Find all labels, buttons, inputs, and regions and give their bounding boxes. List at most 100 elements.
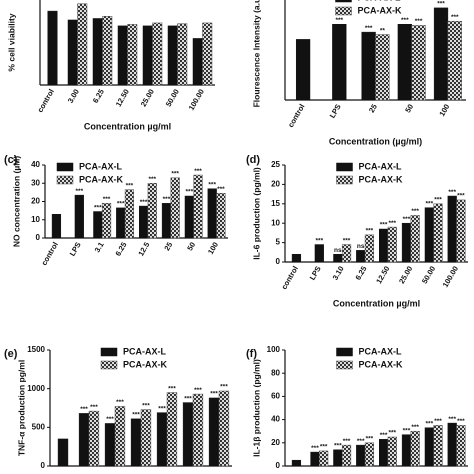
- bar: [375, 34, 390, 101]
- y-tick-label: 25: [271, 160, 280, 169]
- bar: [433, 425, 443, 467]
- bar: [295, 39, 311, 101]
- bar: [202, 22, 213, 86]
- y-axis-title: IL-1β production (pg/ml): [251, 359, 261, 457]
- legend-swatch: [100, 360, 118, 370]
- bar: [93, 211, 103, 239]
- significance-label: ***: [316, 237, 324, 244]
- bar: [147, 183, 157, 239]
- bar: [447, 422, 457, 467]
- x-tick-label: 100: [437, 102, 451, 117]
- panel-label: (e): [4, 348, 18, 360]
- bar: [397, 23, 412, 101]
- bar: [78, 413, 90, 467]
- bar: [378, 228, 389, 263]
- y-axis-title: NO concentration (µM): [11, 156, 21, 247]
- significance-label: ***: [403, 216, 411, 223]
- legend-label: PCA-AX-K: [359, 359, 403, 369]
- significance-label: ***: [365, 25, 373, 32]
- y-tick-label: 0: [276, 257, 281, 266]
- x-tick-label: LPS: [328, 102, 343, 119]
- legend-swatch: [336, 162, 353, 172]
- bar: [378, 439, 389, 467]
- significance-label: ***: [366, 436, 374, 443]
- x-tick-label: 25.00: [397, 264, 414, 285]
- significance-label: ***: [334, 442, 342, 449]
- bar: [207, 188, 217, 239]
- significance-label: ***: [403, 427, 411, 434]
- significance-label: ***: [437, 1, 445, 8]
- y-tick-label: 20: [271, 438, 280, 447]
- bar: [447, 195, 457, 263]
- significance-label: ***: [401, 17, 409, 24]
- bar: [401, 222, 412, 263]
- significance-label: ***: [140, 199, 148, 206]
- bar: [51, 214, 62, 239]
- bar: [167, 25, 178, 86]
- significance-label: ***: [434, 418, 442, 425]
- y-tick-label: 0: [276, 461, 281, 470]
- significance-label: **: [380, 27, 386, 34]
- y-tick-label: 0: [36, 233, 41, 242]
- x-tick-label: control: [39, 240, 60, 267]
- y-tick-label: 15: [271, 199, 280, 208]
- significance-label: ***: [415, 18, 423, 25]
- bar: [218, 390, 230, 467]
- significance-label: ***: [194, 387, 202, 394]
- legend-swatch: [100, 347, 118, 357]
- significance-label: ***: [434, 197, 442, 204]
- x-tick-label: 100: [206, 240, 220, 255]
- x-tick-label: 25.00: [139, 87, 156, 108]
- bar: [216, 193, 226, 239]
- legend-swatch: [336, 347, 353, 357]
- significance-label: ***: [220, 384, 228, 391]
- significance-label: ***: [210, 391, 218, 398]
- panel-label: (c): [4, 154, 18, 166]
- significance-label: ns: [334, 247, 342, 254]
- significance-label: ***: [357, 438, 365, 445]
- x-tick-label: 12.50: [114, 87, 131, 108]
- bar: [92, 18, 103, 86]
- bar: [456, 425, 466, 467]
- bar: [410, 215, 420, 263]
- significance-label: ***: [103, 196, 111, 203]
- bar: [193, 174, 203, 239]
- bar: [356, 250, 366, 263]
- significance-label: ***: [126, 182, 134, 189]
- bar: [152, 22, 163, 86]
- significance-label: ***: [132, 412, 140, 419]
- bar: [333, 253, 343, 263]
- bar: [387, 226, 397, 263]
- bar: [333, 449, 343, 467]
- bar: [192, 393, 204, 467]
- significance-label: ***: [142, 402, 150, 409]
- y-tick-label: 20: [271, 180, 280, 189]
- significance-label: ***: [171, 170, 179, 177]
- bar: [88, 410, 100, 467]
- legend-label: PCA-AX-L: [359, 346, 402, 356]
- bar: [314, 244, 324, 263]
- bar: [364, 234, 375, 263]
- bar: [319, 450, 329, 467]
- bar: [127, 24, 138, 86]
- significance-label: ***: [343, 438, 351, 445]
- significance-label: ***: [184, 395, 192, 402]
- legend-label: PCA-AX-K: [79, 174, 123, 184]
- y-axis-title: IL-6 production (pg/ml): [251, 167, 261, 260]
- bar: [47, 10, 58, 86]
- bar: [177, 23, 188, 86]
- significance-label: ***: [117, 201, 125, 208]
- x-tick-label: control: [279, 264, 300, 291]
- bar: [138, 205, 149, 239]
- x-tick-label: 3.1: [93, 240, 106, 254]
- bar: [161, 203, 172, 239]
- legend-label: PCA-AX-L: [358, 0, 401, 2]
- x-tick-label: 100.00: [187, 87, 206, 111]
- significance-label: ***: [411, 208, 419, 215]
- bar: [356, 444, 366, 467]
- legend-swatch: [335, 6, 352, 16]
- bar: [424, 427, 434, 467]
- significance-label: ***: [457, 193, 465, 200]
- significance-label: ***: [366, 228, 374, 235]
